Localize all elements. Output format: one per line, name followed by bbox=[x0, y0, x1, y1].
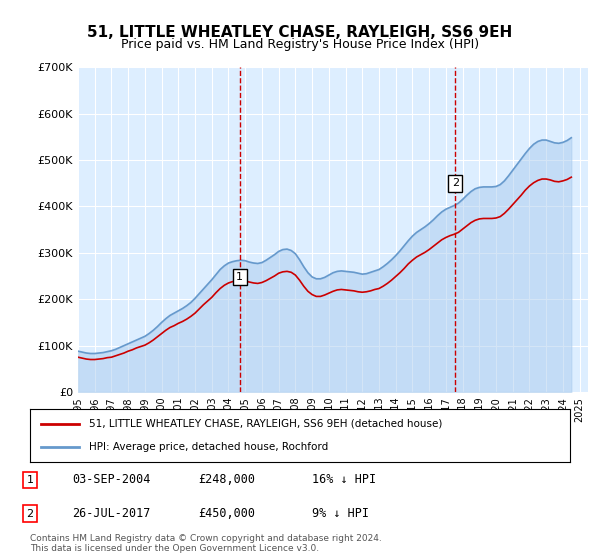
Text: 26-JUL-2017: 26-JUL-2017 bbox=[72, 507, 151, 520]
Text: 51, LITTLE WHEATLEY CHASE, RAYLEIGH, SS6 9EH (detached house): 51, LITTLE WHEATLEY CHASE, RAYLEIGH, SS6… bbox=[89, 419, 443, 429]
Text: 9% ↓ HPI: 9% ↓ HPI bbox=[312, 507, 369, 520]
Text: 2: 2 bbox=[452, 178, 459, 188]
Text: 1: 1 bbox=[26, 475, 34, 485]
Text: HPI: Average price, detached house, Rochford: HPI: Average price, detached house, Roch… bbox=[89, 442, 329, 452]
Text: 51, LITTLE WHEATLEY CHASE, RAYLEIGH, SS6 9EH: 51, LITTLE WHEATLEY CHASE, RAYLEIGH, SS6… bbox=[88, 25, 512, 40]
Text: Price paid vs. HM Land Registry's House Price Index (HPI): Price paid vs. HM Land Registry's House … bbox=[121, 38, 479, 51]
Text: £248,000: £248,000 bbox=[198, 473, 255, 487]
Text: 16% ↓ HPI: 16% ↓ HPI bbox=[312, 473, 376, 487]
Text: Contains HM Land Registry data © Crown copyright and database right 2024.
This d: Contains HM Land Registry data © Crown c… bbox=[30, 534, 382, 553]
Text: 1: 1 bbox=[236, 272, 243, 282]
Text: 03-SEP-2004: 03-SEP-2004 bbox=[72, 473, 151, 487]
Text: 2: 2 bbox=[26, 508, 34, 519]
Text: £450,000: £450,000 bbox=[198, 507, 255, 520]
